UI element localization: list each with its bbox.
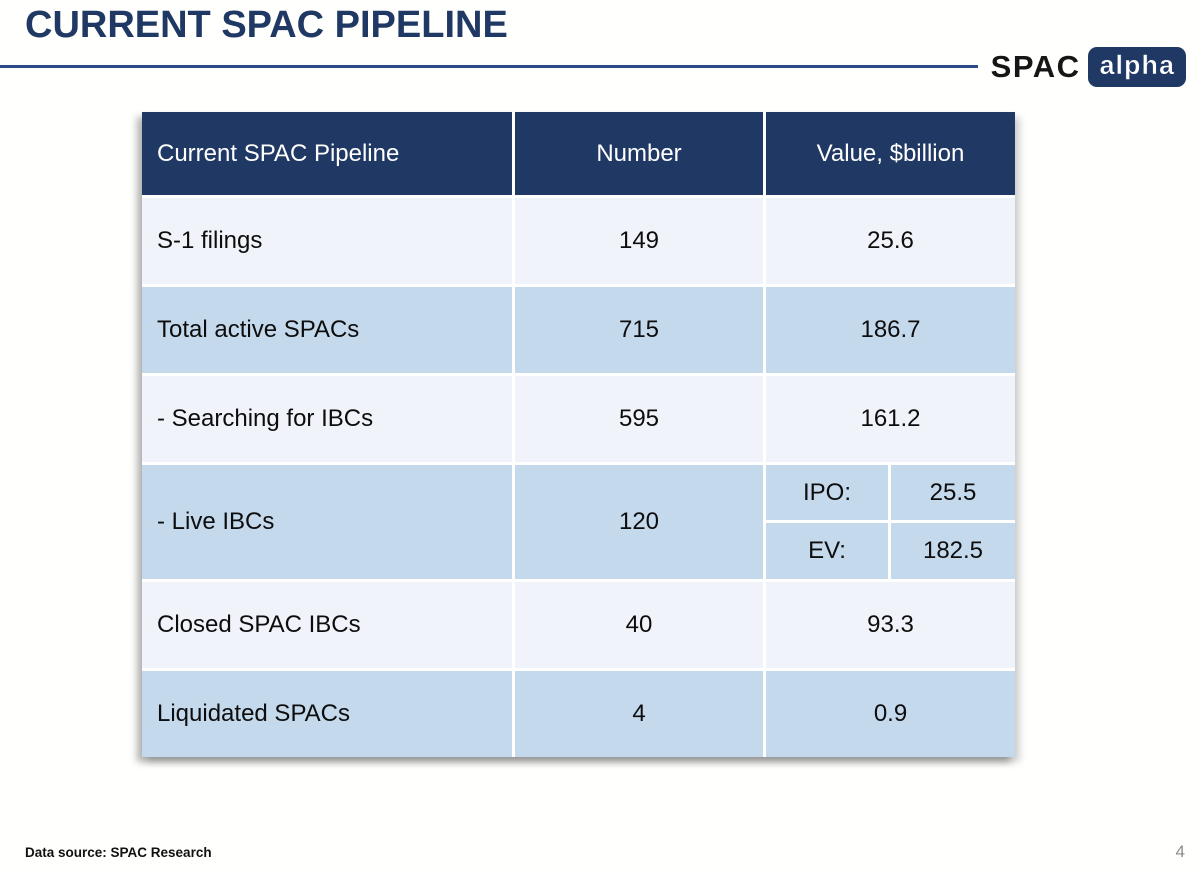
- subrow-key: EV:: [766, 523, 888, 579]
- table-row-liquidated-spacs: Liquidated SPACs 4 0.9: [142, 671, 1015, 757]
- row-divider: [142, 195, 1015, 198]
- row-number: 4: [515, 671, 763, 757]
- row-label: Total active SPACs: [142, 287, 512, 373]
- page-number: 4: [1175, 842, 1185, 861]
- row-number: 40: [515, 582, 763, 668]
- row-number: 595: [515, 376, 763, 462]
- row-value: 25.6: [766, 198, 1015, 284]
- column-header-number: Number: [515, 112, 763, 195]
- row-divider: [142, 668, 1015, 671]
- column-header-pipeline: Current SPAC Pipeline: [142, 112, 512, 195]
- spac-alpha-logo: SPAC alpha: [991, 47, 1186, 87]
- logo-badge-alpha: alpha: [1088, 47, 1186, 87]
- row-divider: [142, 373, 1015, 376]
- subrow-value: 182.5: [891, 523, 1015, 579]
- row-value: 186.7: [766, 287, 1015, 373]
- row-number: 120: [515, 465, 763, 579]
- logo-text-spac: SPAC: [990, 49, 1081, 84]
- table-row-closed-spac-ibcs: Closed SPAC IBCs 40 93.3: [142, 582, 1015, 668]
- row-value: 161.2: [766, 376, 1015, 462]
- row-number: 715: [515, 287, 763, 373]
- subrow-ev: EV: 182.5: [766, 523, 1015, 579]
- row-label: Closed SPAC IBCs: [142, 582, 512, 668]
- title-underline: [0, 65, 978, 68]
- table-header-row: Current SPAC Pipeline Number Value, $bil…: [142, 112, 1015, 195]
- column-header-value: Value, $billion: [766, 112, 1015, 195]
- table-row-searching-for-ibcs: - Searching for IBCs 595 161.2: [142, 376, 1015, 462]
- table-row-total-active-spacs: Total active SPACs 715 186.7: [142, 287, 1015, 373]
- row-label: Liquidated SPACs: [142, 671, 512, 757]
- row-divider: [142, 462, 1015, 465]
- row-divider: [142, 284, 1015, 287]
- row-value: 93.3: [766, 582, 1015, 668]
- row-label: - Searching for IBCs: [142, 376, 512, 462]
- table-row-s1-filings: S-1 filings 149 25.6: [142, 198, 1015, 284]
- row-value-split: IPO: 25.5 EV: 182.5: [766, 465, 1015, 579]
- page-title: CURRENT SPAC PIPELINE: [25, 4, 508, 46]
- row-number: 149: [515, 198, 763, 284]
- subrow-key: IPO:: [766, 465, 888, 520]
- row-label: S-1 filings: [142, 198, 512, 284]
- row-value: 0.9: [766, 671, 1015, 757]
- row-divider: [142, 579, 1015, 582]
- spac-pipeline-table: Current SPAC Pipeline Number Value, $bil…: [142, 112, 1015, 757]
- row-label: - Live IBCs: [142, 465, 512, 579]
- data-source-note: Data source: SPAC Research: [25, 845, 212, 860]
- subrow-ipo: IPO: 25.5: [766, 465, 1015, 520]
- subrow-value: 25.5: [891, 465, 1015, 520]
- table-row-live-ibcs: - Live IBCs 120 IPO: 25.5 EV: 182.5: [142, 465, 1015, 579]
